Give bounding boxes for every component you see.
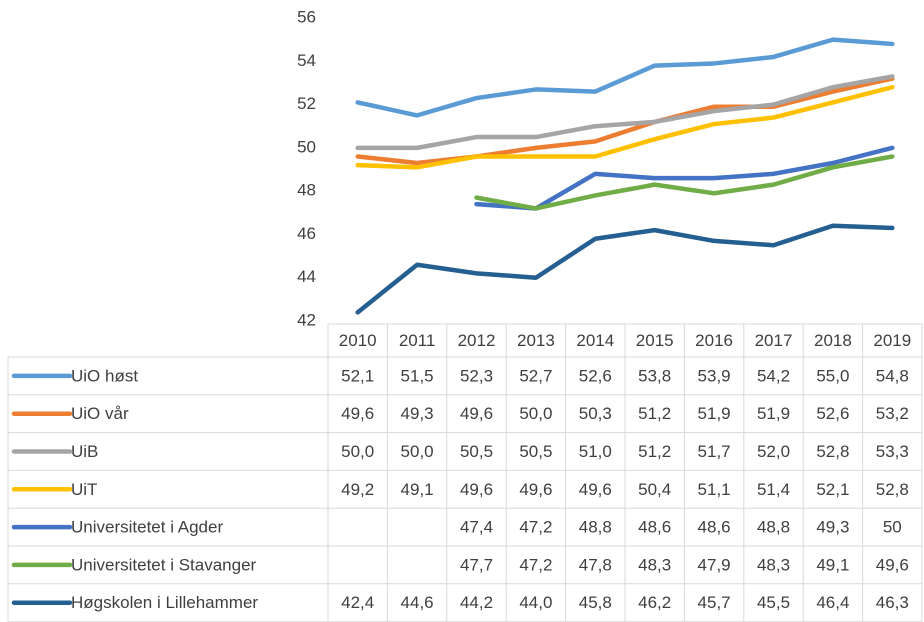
table-value: 46,4: [816, 593, 849, 612]
y-tick-label: 50: [297, 137, 316, 156]
table-value: 53,3: [876, 442, 909, 461]
table-value: 53,8: [638, 366, 671, 385]
x-tick-label: 2015: [636, 331, 674, 350]
table-value: 51,9: [698, 404, 731, 423]
x-tick-label: 2010: [339, 331, 377, 350]
table-value: 55,0: [816, 366, 849, 385]
table-value: 52,7: [519, 366, 552, 385]
y-tick-label: 46: [297, 224, 316, 243]
table-value: 45,7: [698, 593, 731, 612]
table-value: 54,8: [876, 366, 909, 385]
table-value: 52,8: [816, 442, 849, 461]
table-value: 51,7: [698, 442, 731, 461]
table-value: 53,9: [698, 366, 731, 385]
legend-label: UiO høst: [71, 366, 138, 385]
table-value: 49,3: [401, 404, 434, 423]
legend-label: UiO vår: [71, 404, 129, 423]
table-value: 51,4: [757, 480, 790, 499]
table-value: 50: [883, 518, 902, 537]
series-line: [474, 154, 895, 211]
x-tick-label: 2017: [755, 331, 793, 350]
table-value: 51,2: [638, 442, 671, 461]
table-value: 50,0: [519, 404, 552, 423]
table-value: 47,9: [698, 555, 731, 574]
x-tick-label: 2018: [814, 331, 852, 350]
table-value: 44,2: [460, 593, 493, 612]
table-value: 47,7: [460, 555, 493, 574]
table-value: 44,0: [519, 593, 552, 612]
y-tick-label: 56: [297, 7, 316, 26]
table-value: 49,6: [460, 404, 493, 423]
table-value: 52,1: [816, 480, 849, 499]
table-value: 49,1: [816, 555, 849, 574]
legend-label: UiT: [71, 480, 97, 499]
table-value: 50,0: [401, 442, 434, 461]
legend-label: UiB: [71, 442, 98, 461]
table-value: 49,1: [401, 480, 434, 499]
legend-label: Høgskolen i Lillehammer: [71, 593, 258, 612]
table-value: 52,0: [757, 442, 790, 461]
table-value: 52,3: [460, 366, 493, 385]
table-value: 51,2: [638, 404, 671, 423]
table-value: 51,1: [698, 480, 731, 499]
table-value: 53,2: [876, 404, 909, 423]
y-tick-label: 44: [297, 267, 316, 286]
x-tick-label: 2014: [576, 331, 614, 350]
table-value: 49,3: [816, 518, 849, 537]
table-value: 48,8: [757, 518, 790, 537]
table-value: 49,2: [341, 480, 374, 499]
table-value: 47,4: [460, 518, 493, 537]
x-tick-label: 2013: [517, 331, 555, 350]
legend-label: Universitetet i Stavanger: [71, 555, 257, 574]
series-line: [355, 223, 895, 315]
x-tick-label: 2011: [399, 331, 436, 350]
table-value: 50,0: [341, 442, 374, 461]
table-value: 46,2: [638, 593, 671, 612]
table-value: 42,4: [341, 593, 374, 612]
legend-label: Universitetet i Agder: [71, 518, 223, 537]
table-value: 49,6: [460, 480, 493, 499]
table-value: 51,9: [757, 404, 790, 423]
table-value: 48,3: [757, 555, 790, 574]
table-value: 52,8: [876, 480, 909, 499]
y-tick-label: 54: [297, 51, 316, 70]
table-value: 50,3: [579, 404, 612, 423]
table-value: 47,2: [519, 555, 552, 574]
y-tick-label: 52: [297, 94, 316, 113]
table-value: 44,6: [401, 593, 434, 612]
table-value: 50,4: [638, 480, 671, 499]
table-value: 52,6: [816, 404, 849, 423]
series-line: [355, 74, 895, 151]
table-value: 52,6: [579, 366, 612, 385]
table-value: 49,6: [341, 404, 374, 423]
table-value: 51,5: [401, 366, 434, 385]
table-value: 47,2: [519, 518, 552, 537]
table-value: 46,3: [876, 593, 909, 612]
table-value: 51,0: [579, 442, 612, 461]
table-value: 52,1: [341, 366, 374, 385]
table-value: 47,8: [579, 555, 612, 574]
y-tick-label: 48: [297, 181, 316, 200]
table-value: 45,5: [757, 593, 790, 612]
table-value: 48,6: [638, 518, 671, 537]
series-line: [474, 145, 895, 211]
table-value: 54,2: [757, 366, 790, 385]
table-value: 45,8: [579, 593, 612, 612]
table-value: 48,3: [638, 555, 671, 574]
table-value: 48,8: [579, 518, 612, 537]
x-tick-label: 2016: [695, 331, 733, 350]
table-value: 49,6: [876, 555, 909, 574]
table-value: 50,5: [460, 442, 493, 461]
y-tick-label: 42: [297, 310, 316, 329]
x-tick-label: 2019: [873, 331, 911, 350]
x-tick-label: 2012: [458, 331, 496, 350]
series-line: [355, 37, 895, 118]
table-value: 49,6: [519, 480, 552, 499]
series-line: [355, 85, 895, 170]
table-value: 48,6: [698, 518, 731, 537]
table-value: 50,5: [519, 442, 552, 461]
table-value: 49,6: [579, 480, 612, 499]
